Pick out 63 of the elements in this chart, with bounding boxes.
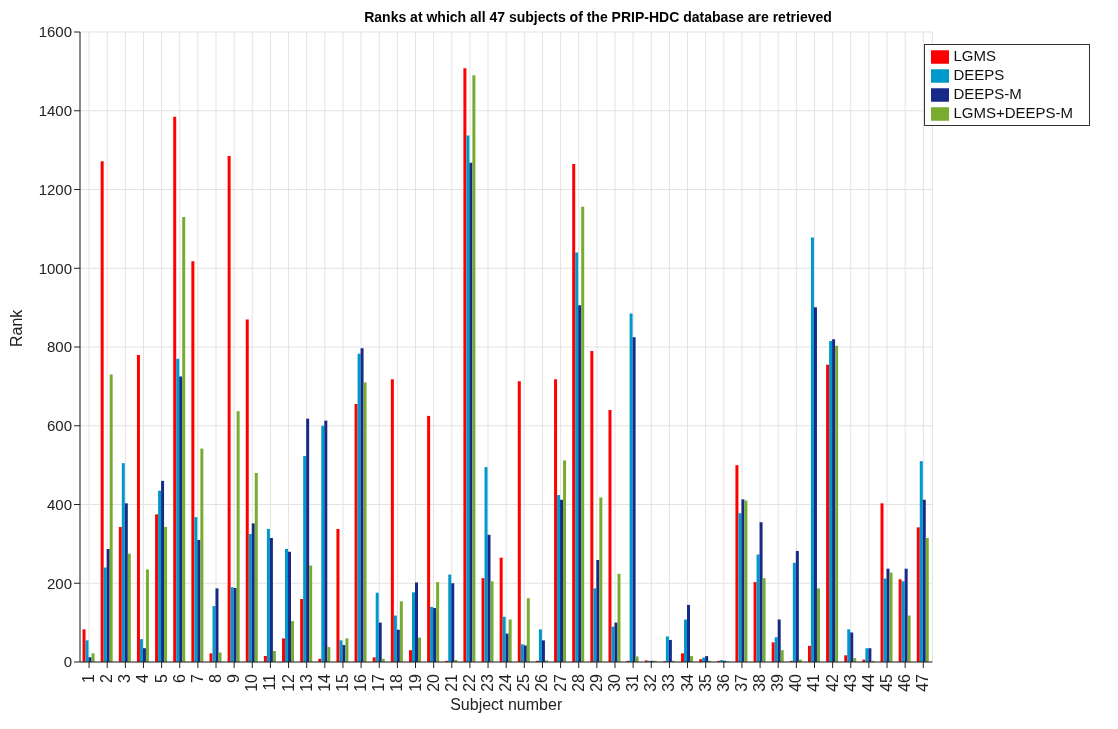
legend-label: LGMS [953,47,996,64]
x-tick-label: 46 [896,673,914,692]
x-tick-label: 47 [914,673,932,692]
x-tick-label: 25 [515,673,533,692]
x-tick-label: 34 [678,673,696,692]
x-tick-label: 3 [116,673,134,683]
x-tick-label: 44 [859,673,877,692]
x-tick-label: 35 [696,673,714,692]
chart-title: Ranks at which all 47 subjects of the PRIP-HDC database are retrieved [364,9,832,25]
x-tick-label: 26 [533,673,551,692]
x-axis-title: Subject number [450,696,563,713]
x-tick-label: 8 [207,673,225,683]
x-tick-label: 15 [333,673,351,692]
x-tick-label: 12 [279,673,297,692]
x-tick-label: 42 [823,673,841,692]
y-tick-label: 0 [63,653,72,671]
y-tick-label: 1200 [38,180,72,198]
x-tick-label: 43 [841,673,859,692]
y-tick-label: 800 [46,338,72,356]
x-tick-label: 36 [714,673,732,692]
x-tick-label: 41 [805,673,823,692]
legend-label: DEEPS [953,66,1005,84]
x-tick-label: 9 [225,673,243,683]
x-tick-label: 13 [297,673,315,692]
x-tick-label: 19 [406,673,424,692]
x-tick-label: 28 [569,673,587,692]
x-tick-label: 14 [315,673,333,692]
x-tick-label: 2 [98,673,116,683]
x-tick-label: 27 [551,673,569,692]
y-tick-label: 1600 [38,23,72,41]
y-tick-label: 400 [46,495,72,513]
x-tick-label: 1 [80,673,98,683]
x-tick-label: 17 [370,673,388,692]
x-tick-label: 38 [751,673,769,692]
x-tick-label: 24 [497,673,515,692]
x-tick-label: 32 [642,673,660,692]
x-tick-label: 39 [769,673,787,692]
y-axis-title: Rank [7,308,25,347]
x-tick-label: 22 [460,673,478,692]
x-tick-label: 29 [587,673,605,692]
y-tick-label: 200 [46,574,72,592]
x-tick-label: 11 [261,673,279,691]
x-tick-label: 33 [660,673,678,692]
x-tick-label: 30 [606,673,623,692]
legend-label: DEEPS-M [953,85,1022,103]
x-tick-label: 31 [624,673,642,692]
x-tick-label: 5 [152,673,170,683]
x-tick-label: 7 [188,673,206,683]
x-tick-label: 20 [424,673,442,692]
x-tick-label: 16 [352,673,370,692]
x-tick-label: 40 [787,673,805,692]
x-tick-label: 23 [479,673,497,692]
y-tick-label: 1400 [38,102,72,120]
y-tick-label: 1000 [38,259,72,277]
x-tick-label: 6 [170,673,188,683]
legend-label: LGMS+DEEPS-M [953,104,1073,122]
y-tick-label: 600 [46,417,72,435]
x-tick-label: 18 [388,673,406,692]
x-tick-label: 4 [134,673,152,683]
x-tick-label: 37 [732,673,750,692]
x-tick-label: 21 [442,673,460,692]
x-tick-label: 45 [878,673,896,692]
x-tick-label: 10 [243,673,261,692]
